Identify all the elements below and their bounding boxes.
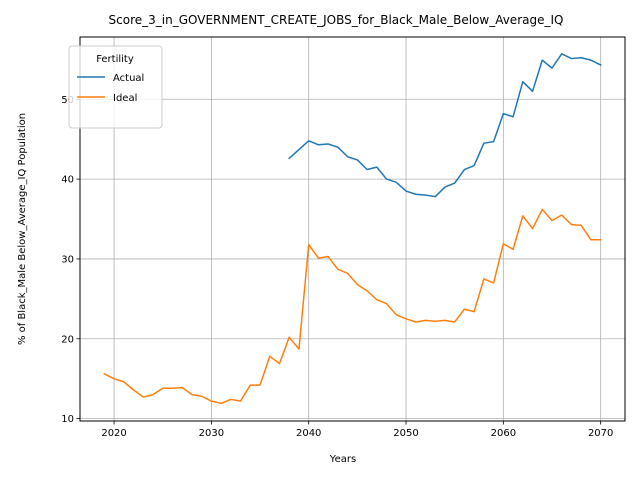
y-tick-label: 30: [61, 254, 74, 265]
y-tick-label: 50: [61, 95, 74, 106]
chart-title: Score_3_in_GOVERNMENT_CREATE_JOBS_for_Bl…: [109, 13, 564, 27]
grid-layer: [80, 37, 625, 421]
x-tick-label: 2050: [393, 428, 418, 439]
legend-label-actual: Actual: [113, 73, 144, 84]
y-tick-label: 10: [61, 414, 74, 425]
legend-title: Fertility: [96, 54, 134, 65]
x-tick-label: 2030: [199, 428, 224, 439]
y-tick-label: 40: [61, 175, 74, 186]
plot-frame: [79, 36, 626, 422]
series-line-ideal: [103, 208, 602, 405]
y-tick-label: 20: [61, 334, 74, 345]
y-axis-label: % of Black_Male Below_Average_IQ Populat…: [17, 113, 28, 345]
series-line-actual: [288, 53, 602, 198]
x-tick-label: 2070: [588, 428, 613, 439]
x-tick-label: 2040: [296, 428, 321, 439]
x-axis-label: Years: [329, 454, 356, 465]
x-tick-label: 2020: [101, 428, 126, 439]
x-tick-label: 2060: [491, 428, 516, 439]
legend-label-ideal: Ideal: [113, 93, 137, 104]
legend-box: [68, 45, 163, 129]
series-layer: [103, 53, 602, 405]
legend: Fertility Actual Ideal: [68, 45, 163, 129]
